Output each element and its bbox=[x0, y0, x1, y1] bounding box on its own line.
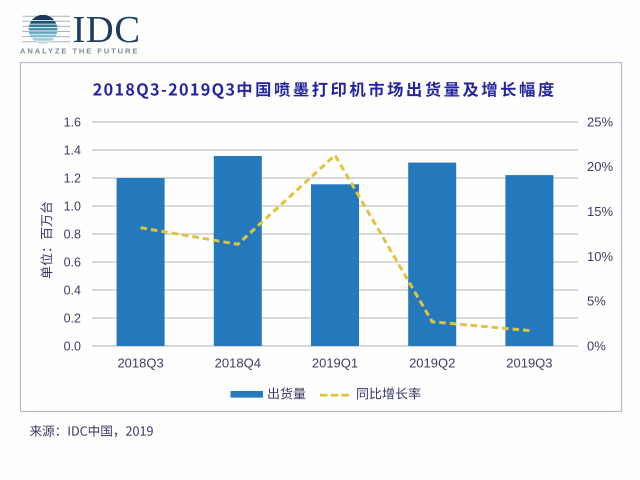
svg-text:2018Q3: 2018Q3 bbox=[117, 356, 163, 371]
svg-text:0%: 0% bbox=[587, 338, 606, 353]
svg-text:IDC: IDC bbox=[73, 9, 141, 51]
svg-text:2019Q1: 2019Q1 bbox=[312, 356, 358, 371]
svg-text:10%: 10% bbox=[587, 249, 613, 264]
svg-text:1.2: 1.2 bbox=[64, 171, 81, 185]
svg-text:5%: 5% bbox=[587, 294, 606, 309]
svg-text:0.8: 0.8 bbox=[64, 227, 81, 241]
svg-text:0.4: 0.4 bbox=[64, 283, 81, 297]
svg-text:1.6: 1.6 bbox=[64, 115, 81, 129]
svg-text:25%: 25% bbox=[587, 114, 613, 129]
svg-text:15%: 15% bbox=[587, 204, 613, 219]
svg-text:0.0: 0.0 bbox=[64, 339, 81, 353]
svg-text:1.4: 1.4 bbox=[64, 143, 81, 157]
svg-text:2019Q3: 2019Q3 bbox=[506, 356, 552, 371]
svg-text:1.0: 1.0 bbox=[64, 199, 81, 213]
svg-text:ANALYZE THE FUTURE: ANALYZE THE FUTURE bbox=[20, 47, 138, 56]
svg-text:0.2: 0.2 bbox=[64, 311, 81, 325]
svg-text:2019Q2: 2019Q2 bbox=[409, 356, 455, 371]
svg-text:20%: 20% bbox=[587, 159, 613, 174]
svg-text:0.6: 0.6 bbox=[64, 255, 81, 269]
svg-text:2018Q4: 2018Q4 bbox=[215, 356, 261, 371]
